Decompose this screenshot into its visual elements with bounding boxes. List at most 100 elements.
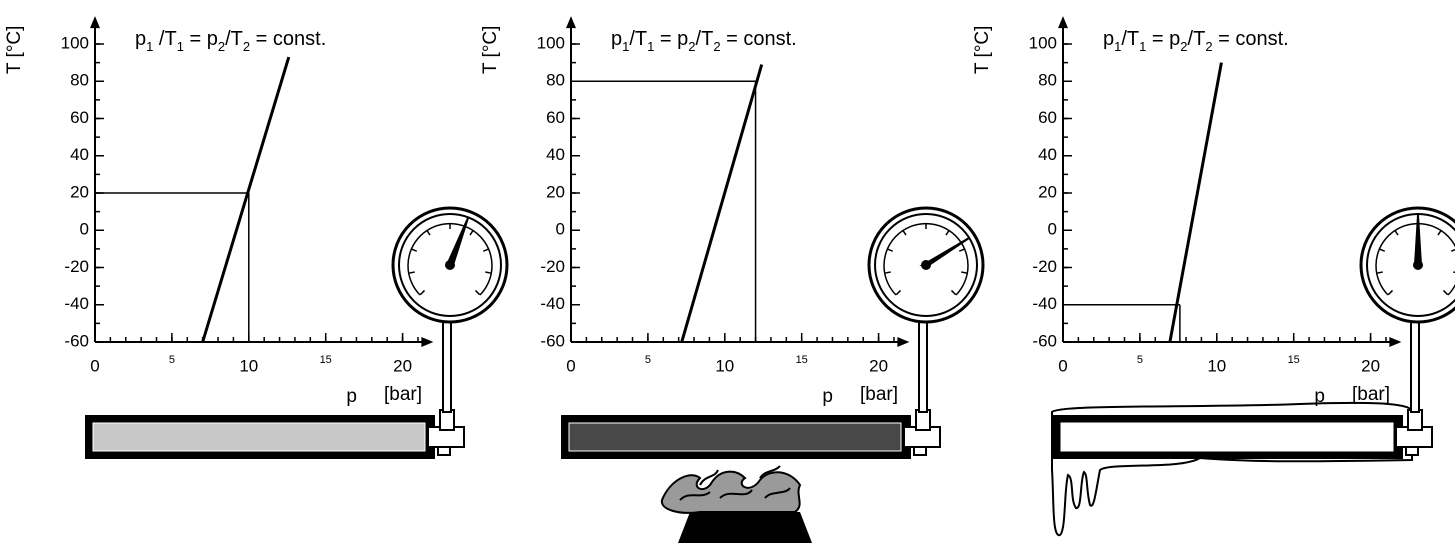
gauge-tick — [884, 271, 891, 274]
x-tick-label: 15 — [320, 354, 332, 366]
y-axis-label: T [°C] — [480, 26, 501, 74]
gauge-tick — [426, 229, 431, 236]
gauge-hub — [445, 260, 455, 270]
x-axis-unit: [bar] — [384, 384, 422, 405]
equation-part: = const. — [721, 28, 797, 50]
gauge-foot — [1405, 446, 1419, 456]
gauge-stem — [918, 321, 928, 413]
equation-part: p — [1103, 28, 1114, 50]
gauge-stem — [1410, 321, 1420, 413]
equation: p1/T1 = p2/T2 = const. — [1103, 28, 1289, 54]
y-tick-label: -40 — [540, 294, 565, 313]
tube-gas — [568, 422, 902, 452]
x-tick-label: 0 — [90, 356, 99, 375]
x-arrow — [1389, 337, 1402, 347]
gauge-tick — [1450, 248, 1455, 252]
equation-part: 1 — [146, 39, 153, 54]
tube-gas — [92, 422, 426, 452]
gauge-foot — [437, 446, 451, 456]
x-arrow — [421, 337, 434, 347]
x-tick-label: 5 — [1137, 354, 1143, 366]
equation-part: /T — [1188, 28, 1206, 50]
y-arrow — [1058, 16, 1068, 29]
x-tick-label: 20 — [393, 356, 412, 375]
x-axis-label: p — [1314, 386, 1325, 407]
equation-part: /T — [1121, 28, 1139, 50]
y-tick-label: -60 — [64, 331, 89, 350]
gauge-tick — [886, 248, 894, 252]
gauge-tick — [408, 271, 415, 274]
y-arrow — [90, 16, 100, 29]
gauge-tick — [1437, 229, 1442, 236]
isochore-line — [680, 64, 764, 343]
isochore-line — [201, 56, 291, 343]
gauge-tick — [410, 248, 418, 252]
gauge-tick — [485, 271, 492, 274]
equation-part: 2 — [1180, 39, 1187, 54]
y-tick-label: -60 — [540, 331, 565, 350]
equation-part: 2 — [218, 39, 225, 54]
gauge-tick — [469, 229, 474, 236]
gauge-face — [1366, 213, 1455, 317]
y-axis-label: T [°C] — [4, 26, 25, 74]
y-tick-label: -40 — [64, 294, 89, 313]
equation-part: p — [611, 28, 622, 50]
gauge-tick — [474, 289, 481, 296]
y-axis-label: T [°C] — [972, 26, 993, 74]
gauge-tick — [1387, 289, 1394, 296]
y-tick-label: 80 — [1038, 71, 1057, 90]
x-tick-label: 5 — [169, 354, 175, 366]
gauge-tick — [945, 229, 950, 236]
y-tick-label: 40 — [70, 145, 89, 164]
tube-gas — [1060, 422, 1394, 452]
y-tick-label: -20 — [1032, 257, 1057, 276]
y-tick-label: 80 — [546, 71, 565, 90]
equation-part: /T — [629, 28, 647, 50]
equation-part: 1 — [1139, 39, 1146, 54]
equation-part: 2 — [1205, 39, 1212, 54]
x-arrow — [897, 337, 910, 347]
equation-part: = p — [1146, 28, 1180, 50]
equation-part: 1 — [647, 39, 654, 54]
equation-part: 2 — [688, 39, 695, 54]
y-arrow — [566, 16, 576, 29]
y-tick-label: -40 — [1032, 294, 1057, 313]
y-tick-label: -20 — [540, 257, 565, 276]
gauge-tick — [1376, 271, 1383, 274]
equation-part: 1 — [1114, 39, 1121, 54]
gauge-tick — [1442, 289, 1449, 296]
x-tick-label: 10 — [239, 356, 258, 375]
x-axis-unit: [bar] — [1352, 384, 1390, 405]
equation-part: /T — [225, 28, 243, 50]
x-tick-label: 5 — [645, 354, 651, 366]
y-tick-label: -60 — [1032, 331, 1057, 350]
x-tick-label: 10 — [1207, 356, 1226, 375]
y-tick-label: -20 — [64, 257, 89, 276]
gauge-tick — [1378, 248, 1386, 252]
y-tick-label: 40 — [1038, 145, 1057, 164]
equation-part: = p — [184, 28, 218, 50]
y-tick-label: 40 — [546, 145, 565, 164]
gauge-hub — [1413, 260, 1423, 270]
equation-part: 2 — [243, 39, 250, 54]
gauge-tick — [1453, 271, 1455, 274]
y-tick-label: 100 — [537, 33, 565, 52]
equation-part: = const. — [1213, 28, 1289, 50]
y-tick-label: 20 — [1038, 182, 1057, 201]
gauge-tick — [950, 289, 957, 296]
x-tick-label: 20 — [869, 356, 888, 375]
flame — [660, 465, 812, 543]
x-axis-label: p — [346, 386, 357, 407]
equation-part: /T — [696, 28, 714, 50]
x-tick-label: 10 — [715, 356, 734, 375]
y-tick-label: 100 — [1029, 33, 1057, 52]
y-tick-label: 20 — [546, 182, 565, 201]
x-axis-label: p — [822, 386, 833, 407]
gauge-foot — [913, 446, 927, 456]
equation-part: = const. — [250, 28, 326, 50]
isochore-line — [1168, 62, 1223, 343]
y-tick-label: 0 — [556, 220, 565, 239]
y-tick-label: 60 — [546, 108, 565, 127]
equation-part: 1 — [622, 39, 629, 54]
